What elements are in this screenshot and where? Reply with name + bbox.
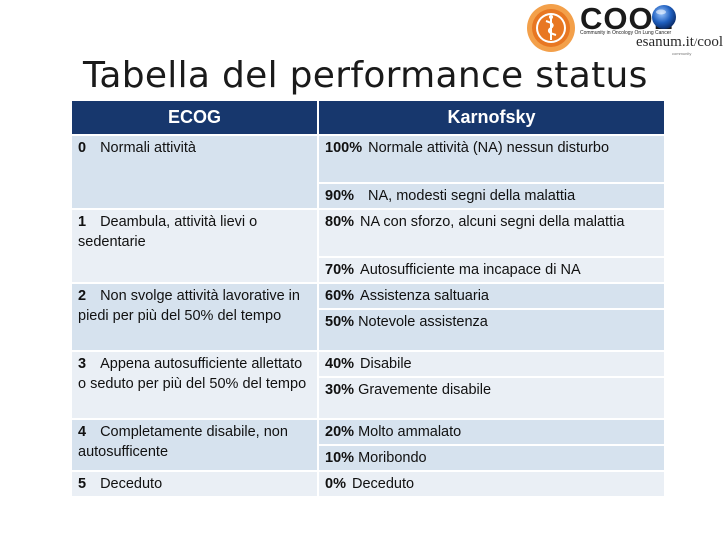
karnofsky-cell: 90% NA, modesti segni della malattia	[317, 182, 666, 210]
karnofsky-text: Normale attività (NA) nessun disturbo	[368, 140, 610, 156]
caduceus-icon	[527, 4, 575, 52]
karnofsky-cell: 0% Deceduto	[317, 470, 666, 498]
ecog-text: Completamente disabile, non autosufficen…	[78, 424, 288, 460]
karnofsky-pct: 0%	[325, 476, 346, 492]
karnofsky-pct: 20%	[325, 424, 355, 440]
table-header-row: ECOG Karnofsky	[70, 99, 666, 136]
karnofsky-cell: 100% Normale attività (NA) nessun disturb…	[317, 134, 666, 184]
karnofsky-pct: 40%	[325, 356, 355, 372]
karnofsky-cell: 30% Gravemente disabile	[317, 376, 666, 420]
karnofsky-cell: 70% Autosufficiente ma incapace di NA	[317, 256, 666, 284]
karnofsky-pct: 60%	[325, 288, 355, 304]
karnofsky-text: Molto ammalato	[358, 424, 462, 440]
cool-logo: COOL Community in Oncology On Lung Cance…	[525, 0, 725, 60]
header-ecog: ECOG	[70, 99, 319, 136]
logo-partner-name: esanum.it	[636, 34, 694, 50]
ecog-cell: 5 Deceduto	[70, 470, 319, 498]
table-row: 4 Completamente disabile, non autosuffice…	[70, 418, 666, 472]
ecog-number: 5	[78, 476, 87, 492]
karnofsky-text: Autosufficiente ma incapace di NA	[360, 262, 581, 278]
karnofsky-cell: 40% Disabile	[317, 350, 666, 378]
logo-partner-note: community	[672, 51, 692, 56]
karnofsky-text: Notevole assistenza	[358, 314, 488, 330]
karnofsky-pct: 100%	[325, 140, 363, 156]
table-row: 2 Non svolge attività lavorative in piedi…	[70, 282, 666, 352]
logo-partner-suffix: cool	[697, 34, 724, 50]
table-row: 1 Deambula, attività lievi o sedentarie 8…	[70, 208, 666, 284]
ecog-text: Deceduto	[100, 476, 163, 492]
karnofsky-text: Moribondo	[358, 450, 427, 466]
ecog-number: 1	[78, 214, 87, 230]
karnofsky-text: Deceduto	[351, 476, 415, 492]
table-row: 3 Appena autosufficiente allettato o sedu…	[70, 350, 666, 420]
karnofsky-cell: 10% Moribondo	[317, 444, 666, 472]
karnofsky-cell: 50% Notevole assistenza	[317, 308, 666, 352]
ecog-text: Non svolge attività lavorative in piedi …	[78, 288, 300, 324]
karnofsky-text: NA con sforzo, alcuni segni della malatt…	[360, 214, 625, 230]
karnofsky-text: NA, modesti segni della malattia	[368, 188, 576, 204]
karnofsky-pct: 90%	[325, 188, 355, 204]
karnofsky-text: Disabile	[360, 356, 412, 372]
karnofsky-cell: 20% Molto ammalato	[317, 418, 666, 446]
ecog-cell: 4 Completamente disabile, non autosuffice…	[70, 418, 319, 472]
page-title: Tabella del performance status	[83, 55, 648, 96]
performance-status-table: ECOG Karnofsky 0 Normali attività 100% Nor…	[70, 99, 666, 498]
karnofsky-text: Assistenza saltuaria	[360, 288, 489, 304]
table-row: 0 Normali attività 100% Normale attività (…	[70, 134, 666, 210]
ecog-text: Deambula, attività lievi o sedentarie	[78, 214, 258, 250]
karnofsky-pct: 10%	[325, 450, 355, 466]
table-row: 5 Deceduto 0% Deceduto	[70, 470, 666, 498]
karnofsky-pct: 80%	[325, 214, 355, 230]
ecog-cell: 3 Appena autosufficiente allettato o sedu…	[70, 350, 319, 420]
karnofsky-cell: 60% Assistenza saltuaria	[317, 282, 666, 310]
ecog-text: Appena autosufficiente allettato o sedut…	[78, 356, 307, 392]
ecog-cell: 1 Deambula, attività lievi o sedentarie	[70, 208, 319, 284]
logo-tagline: Community in Oncology On Lung Cancer	[580, 30, 672, 36]
logo-partner: esanum.it/cool	[636, 34, 724, 50]
ecog-number: 0	[78, 140, 87, 156]
karnofsky-cell: 80% NA con sforzo, alcuni segni della mal…	[317, 208, 666, 258]
ecog-number: 3	[78, 356, 87, 372]
karnofsky-pct: 50%	[325, 314, 355, 330]
ecog-cell: 0 Normali attività	[70, 134, 319, 210]
ecog-cell: 2 Non svolge attività lavorative in piedi…	[70, 282, 319, 352]
globe-icon	[652, 5, 676, 29]
karnofsky-pct: 70%	[325, 262, 355, 278]
ecog-number: 4	[78, 424, 87, 440]
ecog-text: Normali attività	[100, 140, 196, 156]
karnofsky-text: Gravemente disabile	[358, 382, 492, 398]
header-karnofsky: Karnofsky	[317, 99, 666, 136]
karnofsky-pct: 30%	[325, 382, 355, 398]
ecog-number: 2	[78, 288, 87, 304]
